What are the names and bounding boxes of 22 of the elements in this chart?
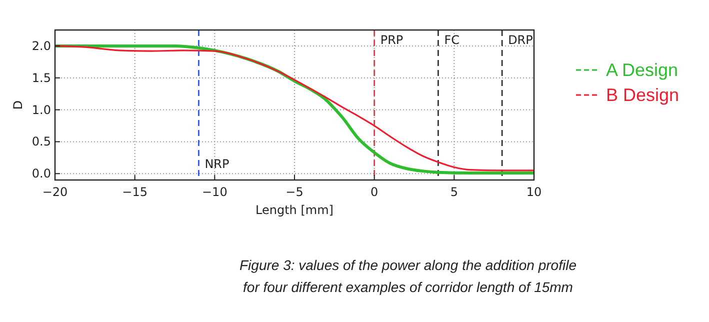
x-axis-title: Length [mm] bbox=[256, 203, 334, 217]
x-tick-label: −20 bbox=[42, 185, 68, 199]
ref-line-label: PRP bbox=[380, 33, 404, 47]
ref-line-label: FC bbox=[444, 33, 460, 47]
x-tick-label: 5 bbox=[450, 185, 458, 199]
x-tick-label: −10 bbox=[202, 185, 228, 199]
y-tick-label: 1.5 bbox=[32, 70, 51, 85]
caption: Figure 3: values of the power along the addition profile bbox=[240, 257, 577, 273]
y-axis-title: D bbox=[11, 100, 25, 110]
y-tick-label: 0.0 bbox=[32, 166, 51, 181]
text: for four different examples of corridor length of 15mm bbox=[243, 279, 574, 295]
x-tick-label: 10 bbox=[526, 185, 542, 199]
x-tick-label: −15 bbox=[122, 185, 148, 199]
ref-line-label: DRP bbox=[508, 33, 533, 47]
y-tick-label: 0.5 bbox=[32, 134, 51, 149]
x-tick-label: 0 bbox=[370, 185, 378, 199]
legend-label: B Design bbox=[606, 85, 680, 105]
y-tick-label: 2.0 bbox=[32, 38, 51, 53]
x-tick-label: −5 bbox=[286, 185, 304, 199]
y-tick-label: 1.0 bbox=[32, 102, 51, 117]
ref-line-label: NRP bbox=[204, 157, 230, 171]
legend-label: A Design bbox=[606, 60, 678, 80]
